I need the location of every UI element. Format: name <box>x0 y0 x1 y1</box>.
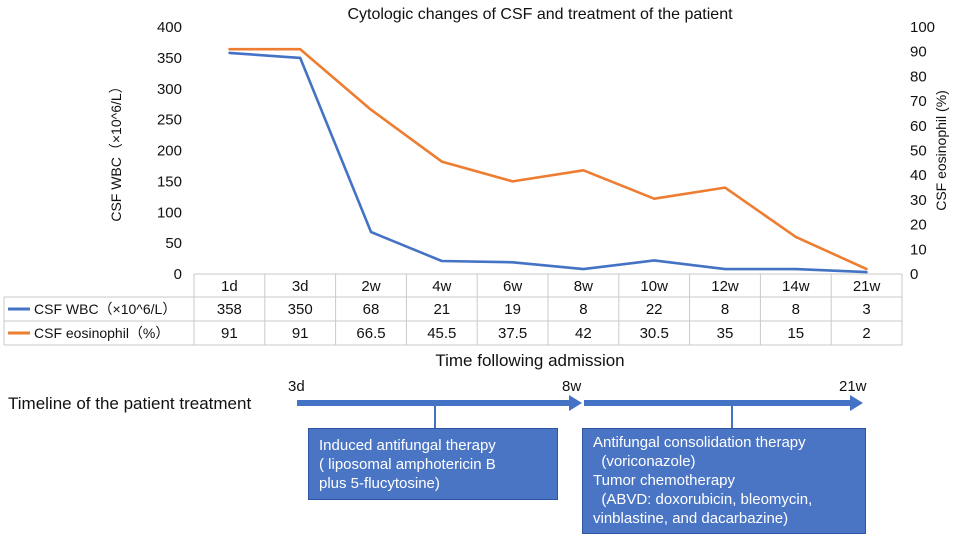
series-point <box>865 270 868 274</box>
right-axis-tick-label: 20 <box>910 217 927 234</box>
left-axis-tick-label: 250 <box>157 112 182 129</box>
series-point <box>723 186 727 189</box>
table-cell-value: 45.5 <box>427 325 456 342</box>
x-category-label: 21w <box>853 278 881 295</box>
right-axis-tick-label: 60 <box>910 118 927 135</box>
right-axis-tick-label: 30 <box>910 192 927 209</box>
series-line-2 <box>229 47 868 271</box>
left-axis-tick-label: 0 <box>174 266 182 283</box>
left-axis-title: CSF WBC（×10^6/L） <box>108 79 124 221</box>
table-cell-value: 91 <box>292 325 309 342</box>
x-axis-title: Time following admission <box>435 351 624 370</box>
x-category-label: 1d <box>221 278 238 295</box>
timeline-tick-3d: 3d <box>288 378 305 395</box>
series-point <box>582 267 585 271</box>
timeline-arrow-shaft-1 <box>297 400 569 406</box>
treatment-box-line: plus 5-flucytosine) <box>319 475 440 492</box>
series-point <box>228 48 231 51</box>
treatment-box-line: Induced antifungal therapy <box>319 437 496 454</box>
series-point <box>299 56 302 60</box>
timeline-tick-8w: 8w <box>562 378 582 395</box>
series-point <box>440 259 443 263</box>
table-cell-value: 15 <box>787 325 804 342</box>
right-axis-tick-label: 50 <box>910 143 927 160</box>
right-axis-tick-label: 100 <box>910 19 935 36</box>
legend-label-1: CSF WBC（×10^6/L） <box>34 301 176 317</box>
x-category-label: 10w <box>640 278 668 295</box>
treatment-box-line: ( liposomal amphotericin B <box>319 456 496 473</box>
chart-title: Cytologic changes of CSF and treatment o… <box>347 6 733 23</box>
table-cell-value: 30.5 <box>640 325 669 342</box>
x-category-label: 2w <box>361 278 380 295</box>
left-axis-tick-label: 400 <box>157 19 182 36</box>
x-category-label: 12w <box>711 278 739 295</box>
table-cell-value: 358 <box>217 301 242 318</box>
timeline-tick-21w: 21w <box>839 378 867 395</box>
table-cell-value: 350 <box>288 301 313 318</box>
treatment-box-line: Tumor chemotherapy <box>593 472 736 489</box>
treatment-box-consolidation: Antifungal consolidation therapy (vorico… <box>582 428 866 534</box>
table-cell-value: 68 <box>363 301 380 318</box>
table-cell-value: 21 <box>433 301 450 318</box>
series-point <box>511 180 514 183</box>
series-point <box>440 160 443 163</box>
timeline-arrowhead-1 <box>569 395 582 411</box>
right-axis-tick-label: 10 <box>910 241 927 258</box>
series-point <box>794 235 797 239</box>
right-axis-tick-label: 40 <box>910 167 927 184</box>
table-cell-value: 66.5 <box>356 325 385 342</box>
series-point <box>299 48 302 51</box>
right-axis-tick-label: 70 <box>910 93 927 110</box>
table-cell-value: 91 <box>221 325 238 342</box>
table-cell-value: 35 <box>717 325 734 342</box>
table-cell-value: 37.5 <box>498 325 527 342</box>
x-category-label: 3d <box>292 278 309 295</box>
right-axis-tick-label: 80 <box>910 68 927 85</box>
table-cell-value: 22 <box>646 301 663 318</box>
series-point <box>582 169 585 172</box>
x-category-label: 8w <box>574 278 593 295</box>
treatment-box-line: vinblastine, and dacarbazine) <box>593 510 789 527</box>
x-category-label: 14w <box>782 278 810 295</box>
x-category-label: 4w <box>432 278 451 295</box>
table-cell-value: 8 <box>792 301 800 318</box>
right-axis-tick-label: 90 <box>910 44 927 61</box>
series-point <box>653 197 656 200</box>
right-axis-tick-label: 0 <box>910 266 918 283</box>
treatment-box-line: Antifungal consolidation therapy <box>593 434 806 451</box>
series-point <box>369 108 373 111</box>
left-axis-tick-label: 150 <box>157 173 182 190</box>
series-point <box>865 267 868 271</box>
timeline-label: Timeline of the patient treatment <box>8 394 252 413</box>
timeline-arrowhead-2 <box>850 395 863 411</box>
table-cell-value: 8 <box>579 301 587 318</box>
table-cell-value: 19 <box>504 301 521 318</box>
series-point <box>723 267 727 271</box>
series-point <box>794 267 797 271</box>
table-cell-value: 42 <box>575 325 592 342</box>
table-cell-value: 3 <box>862 301 870 318</box>
left-axis-tick-label: 100 <box>157 204 182 221</box>
treatment-box-line: (voriconazole) <box>593 453 696 470</box>
x-category-label: 6w <box>503 278 522 295</box>
series-point <box>511 261 514 264</box>
left-axis-tick-label: 50 <box>165 235 182 252</box>
left-axis-tick-label: 350 <box>157 50 182 67</box>
table-cell-value: 2 <box>862 325 870 342</box>
treatment-box-line: (ABVD: doxorubicin, bleomycin, <box>593 491 813 508</box>
series-point <box>228 51 231 55</box>
timeline-arrow-shaft-2 <box>584 400 850 406</box>
table-cell-value: 8 <box>721 301 729 318</box>
left-axis-tick-label: 300 <box>157 81 182 98</box>
left-axis-tick-label: 200 <box>157 143 182 160</box>
right-axis-title: CSF eosinophil (%) <box>933 90 949 211</box>
legend-label-2: CSF eosinophil（%） <box>34 325 169 341</box>
series-point <box>369 230 373 234</box>
treatment-box-induction: Induced antifungal therapy ( liposomal a… <box>308 428 558 500</box>
series-point <box>653 259 656 262</box>
series-line-1 <box>229 51 867 274</box>
